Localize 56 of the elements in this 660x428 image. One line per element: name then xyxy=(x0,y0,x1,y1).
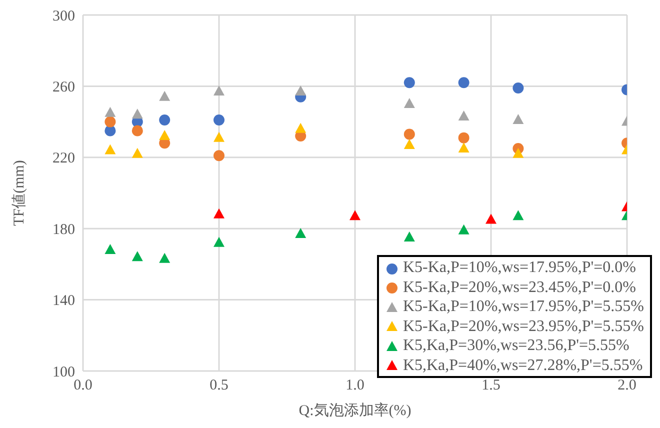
point xyxy=(458,77,470,88)
point xyxy=(404,128,415,140)
legend-label: K5,Ka,P=30%,ws=23.56,P'=5.55% xyxy=(402,336,630,356)
point xyxy=(159,252,170,263)
point xyxy=(512,210,524,220)
point xyxy=(214,208,224,218)
legend-label: K5-Ka,P=20%,ws=23.45%,P'=0.0% xyxy=(402,278,636,297)
legend-label: K5,Ka,P=40%,ws=27.28%,P'=5.55% xyxy=(402,356,643,375)
y-tick-label: 140 xyxy=(52,293,75,310)
legend-label: K5-Ka,P=20%,ws=23.95%,P'=5.55% xyxy=(402,316,644,336)
point xyxy=(132,148,143,158)
point xyxy=(132,108,143,119)
x-axis-title: Q:気泡添加率(%) xyxy=(298,402,412,419)
x-tick-label: 1.0 xyxy=(346,378,364,394)
point xyxy=(458,224,470,234)
point xyxy=(132,125,143,136)
x-tick-label: 2.0 xyxy=(618,378,636,394)
y-tick-label: 300 xyxy=(52,8,75,24)
y-tick-label: 260 xyxy=(52,80,75,96)
point xyxy=(159,114,170,126)
point xyxy=(214,236,224,247)
y-tick-label: 220 xyxy=(52,150,75,167)
y-tick-label: 100 xyxy=(52,364,75,380)
point xyxy=(132,251,143,262)
point xyxy=(295,228,306,238)
point xyxy=(404,232,415,242)
y-axis-title: TF値(mm) xyxy=(10,160,28,226)
point xyxy=(214,114,224,126)
point xyxy=(104,244,116,254)
point xyxy=(350,210,360,220)
point xyxy=(159,130,170,140)
point xyxy=(512,114,524,124)
x-tick-label: 0.5 xyxy=(210,378,228,394)
point xyxy=(295,86,306,96)
point xyxy=(404,77,415,88)
point xyxy=(104,106,116,117)
point xyxy=(512,148,524,158)
point xyxy=(458,132,470,144)
point xyxy=(512,82,524,94)
legend-label: K5-Ka,P=10%,ws=17.95%,P'=5.55% xyxy=(402,297,644,316)
y-tick-label: 180 xyxy=(52,222,75,238)
point xyxy=(214,86,224,96)
legend-label: K5-Ka,P=10%,ws=17.95%,P'=0.0% xyxy=(402,258,636,278)
point xyxy=(214,150,224,162)
point xyxy=(159,90,170,101)
point xyxy=(486,214,496,224)
point xyxy=(104,144,116,154)
point xyxy=(404,98,415,108)
x-tick-label: 0.0 xyxy=(74,378,92,394)
point xyxy=(404,138,415,149)
x-tick-label: 1.5 xyxy=(482,378,500,394)
point xyxy=(458,142,470,152)
point xyxy=(458,110,470,120)
point xyxy=(104,116,116,128)
point xyxy=(295,122,306,133)
point xyxy=(214,132,224,142)
